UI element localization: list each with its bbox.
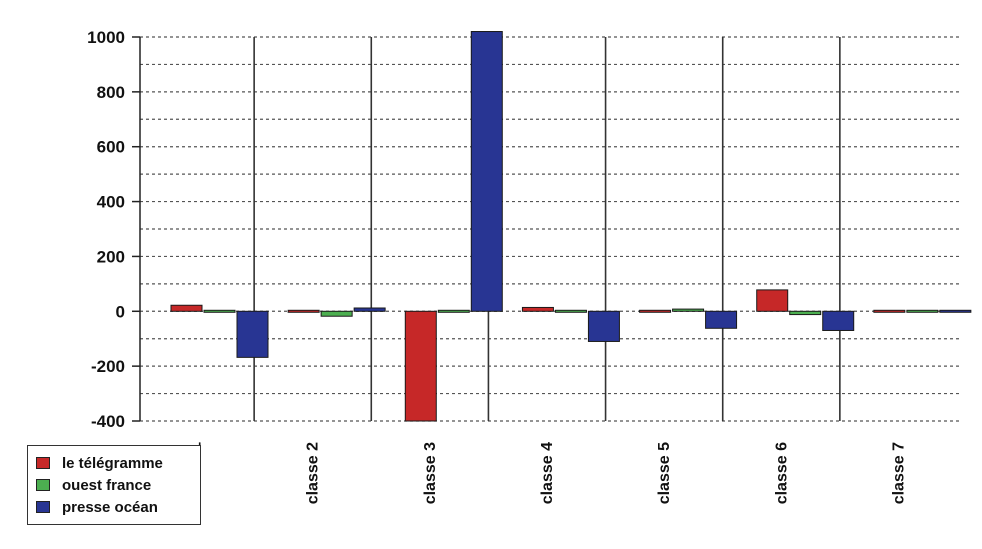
x-tick-label: classe 3 — [422, 442, 439, 504]
legend-label: le télégramme — [62, 454, 163, 472]
bar-2-series-1 — [287, 309, 320, 313]
legend: le télégramme ouest france presse océan — [27, 445, 201, 525]
x-tick-label: classe 4 — [539, 442, 556, 504]
legend-item-le-telegramme: le télégramme — [36, 452, 200, 474]
x-tick-label: classe 6 — [773, 442, 790, 504]
legend-label: ouest france — [62, 476, 152, 494]
y-tick-label: 800 — [97, 83, 125, 102]
legend-swatch-presse-ocean — [36, 501, 50, 513]
bar-3-series-1 — [404, 310, 437, 422]
legend-item-ouest-france: ouest france — [36, 474, 200, 496]
bar-3-series-2 — [437, 309, 470, 313]
bars — [170, 31, 972, 422]
legend-item-presse-ocean: presse océan — [36, 496, 200, 518]
y-tick-label: 1000 — [87, 28, 125, 47]
y-tick-label: -200 — [91, 357, 125, 376]
y-tick-label: 200 — [97, 247, 125, 266]
bar-6-series-1 — [756, 289, 789, 312]
bar-3-series-3 — [470, 31, 503, 312]
bar-6-series-2 — [789, 310, 822, 316]
legend-swatch-ouest-france — [36, 479, 50, 491]
legend-swatch-le-telegramme — [36, 457, 50, 469]
bar-2-series-2 — [320, 310, 353, 317]
category-separators — [253, 37, 841, 421]
bar-6-series-3 — [822, 310, 855, 331]
bar-4-series-2 — [554, 309, 587, 313]
bar-5-series-3 — [705, 310, 738, 329]
y-axis: 1000 800 600 400 200 0 -200 -400 — [87, 28, 141, 431]
bar-1-series-2 — [203, 309, 236, 313]
bar-7-series-2 — [906, 309, 939, 313]
bar-1-series-1 — [170, 304, 203, 312]
bar-4-series-3 — [587, 310, 620, 342]
legend-label: presse océan — [62, 498, 158, 516]
y-tick-label: -400 — [91, 412, 125, 431]
bar-5-series-1 — [639, 309, 672, 313]
y-tick-label: 0 — [116, 302, 125, 321]
bar-4-series-1 — [521, 306, 554, 312]
x-tick-label: classe 7 — [890, 442, 907, 504]
x-tick-label: classe 2 — [305, 442, 322, 504]
bar-2-series-3 — [353, 307, 386, 312]
y-tick-label: 400 — [97, 193, 125, 212]
grid-lines — [140, 36, 960, 422]
bar-7-series-3 — [939, 309, 972, 313]
bar-5-series-2 — [672, 308, 705, 312]
bar-7-series-1 — [873, 309, 906, 313]
y-tick-label: 600 — [97, 138, 125, 157]
bar-1-series-3 — [236, 310, 269, 358]
x-tick-label: classe 5 — [656, 442, 673, 504]
